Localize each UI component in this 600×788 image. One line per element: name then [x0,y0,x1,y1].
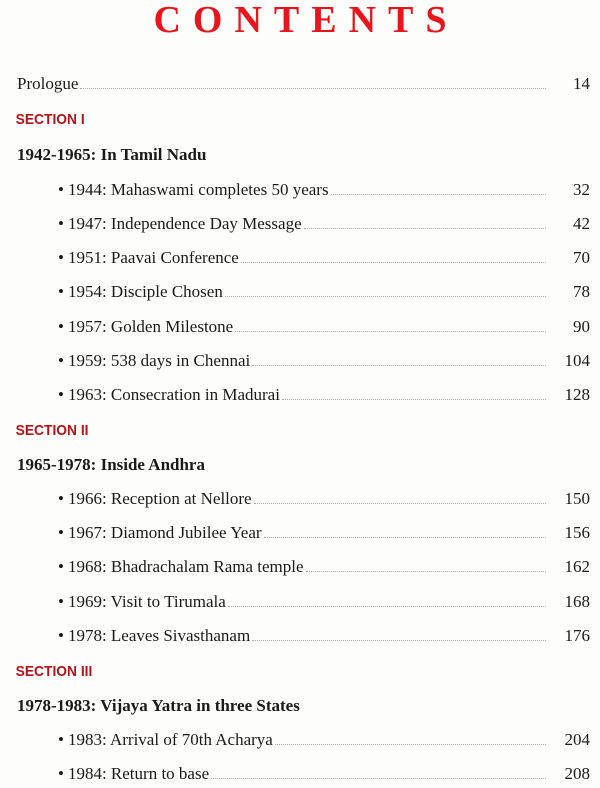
entry-title: 1978: Leaves Sivasthanam [67,626,251,645]
toc-entry: • 1959: 538 days in Chennai 104 [0,349,600,371]
page-number: 90 [573,317,590,336]
page-number: 150 [564,489,591,508]
page-number: 70 [573,248,590,267]
dot-leader [263,537,546,538]
toc-entry: • 1983: Arrival of 70th Acharya 204 [0,728,600,750]
toc-entry: • 1954: Disciple Chosen 78 [0,280,600,302]
entry-title: Prologue [17,74,79,93]
dot-leader [235,331,546,332]
dot-leader [240,262,546,263]
page-number: 176 [564,626,591,645]
dot-leader [303,228,546,229]
bullet-icon: • [58,557,64,576]
bullet-icon: • [58,385,64,404]
page-number: 162 [564,557,591,576]
toc-entry: • 1968: Bhadrachalam Rama temple 162 [0,555,600,577]
page-number: 104 [564,351,591,370]
toc-entry: • 1969: Visit to Tirumala 168 [0,590,600,612]
section-title: SECTION II [15,422,89,439]
bullet-icon: • [58,317,64,336]
toc-entry: • 1951: Paavai Conference 70 [0,246,600,268]
toc-entry: • 1978: Leaves Sivasthanam 176 [0,624,600,646]
entry-title: 1944: Mahaswami completes 50 years [67,180,329,199]
section-label: SECTION III [0,658,552,680]
dot-leader [252,640,546,641]
bullet-icon: • [58,248,64,267]
page-number: 168 [564,592,591,611]
entry-title: 1968: Bhadrachalam Rama temple [67,557,304,576]
entry-title: 1983: Arrival of 70th Acharya [67,730,273,749]
chapter-heading: 1978-1983: Vijaya Yatra in three States [0,694,600,716]
dot-leader [281,399,546,400]
toc-entry: • 1947: Independence Day Message 42 [0,212,600,234]
heading-text: 1942-1965: In Tamil Nadu [17,145,207,164]
entry-title: 1969: Visit to Tirumala [67,592,226,611]
page-number: 128 [564,385,591,404]
entry-title: 1963: Consecration in Madurai [67,385,280,404]
toc-entry: Prologue 14 [0,72,600,94]
dot-leader [252,365,546,366]
section-label: SECTION I [0,106,552,128]
dot-leader [80,88,546,89]
page-number: 78 [573,282,590,301]
bullet-icon: • [58,351,64,370]
heading-text: 1965-1978: Inside Andhra [17,455,205,474]
bullet-icon: • [58,764,64,783]
page-number: 14 [573,74,590,93]
toc-entry: • 1944: Mahaswami completes 50 years 32 [0,178,600,200]
bullet-icon: • [58,489,64,508]
chapter-heading: 1942-1965: In Tamil Nadu [0,143,600,165]
bullet-icon: • [58,282,64,301]
section-title: SECTION I [15,111,85,128]
page-number: 156 [564,523,591,542]
entry-title: 1966: Reception at Nellore [67,489,252,508]
entry-title: 1984: Return to base [67,764,210,783]
heading-text: 1978-1983: Vijaya Yatra in three States [17,696,300,715]
dot-leader [227,606,546,607]
dot-leader [330,194,546,195]
entry-title: 1967: Diamond Jubilee Year [67,523,262,542]
toc-entry: • 1984: Return to base 208 [0,762,600,784]
toc-entry: • 1963: Consecration in Madurai 128 [0,383,600,405]
bullet-icon: • [58,523,64,542]
page-number: 208 [564,764,591,783]
entry-title: 1959: 538 days in Chennai [67,351,251,370]
dot-leader [253,503,546,504]
dot-leader [224,296,546,297]
page-number: 32 [573,180,590,199]
bullet-icon: • [58,180,64,199]
chapter-heading: 1965-1978: Inside Andhra [0,453,600,475]
entry-title: 1954: Disciple Chosen [67,282,223,301]
dot-leader [211,778,546,779]
bullet-icon: • [58,592,64,611]
bullet-icon: • [58,214,64,233]
section-label: SECTION II [0,417,552,439]
section-title: SECTION III [15,663,93,680]
bullet-icon: • [58,626,64,645]
bullet-icon: • [58,730,64,749]
entry-title: 1947: Independence Day Message [67,214,302,233]
page-title: CONTENTS [153,0,459,41]
page-number: 42 [573,214,590,233]
toc-entry: • 1957: Golden Milestone 90 [0,315,600,337]
toc-entry: • 1966: Reception at Nellore 150 [0,487,600,509]
entry-title: 1951: Paavai Conference [67,248,239,267]
toc-entry: • 1967: Diamond Jubilee Year 156 [0,521,600,543]
page-number: 204 [564,730,591,749]
dot-leader [305,571,546,572]
entry-title: 1957: Golden Milestone [67,317,234,336]
dot-leader [274,744,546,745]
